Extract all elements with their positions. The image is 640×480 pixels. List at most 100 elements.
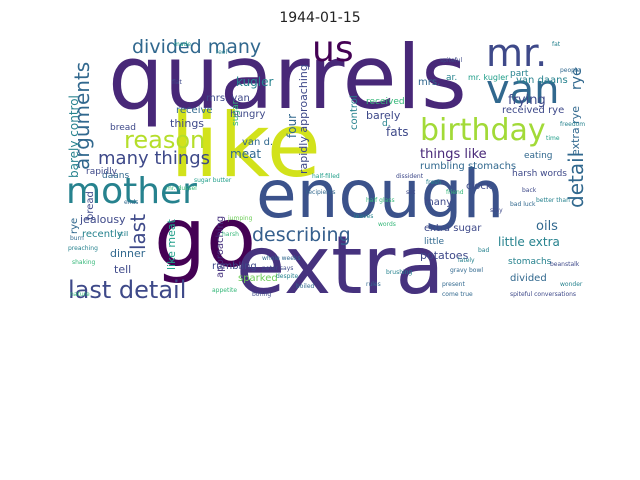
word-ends: ends [124,199,139,206]
word-divided-many: divided many [132,38,262,58]
word-van: van [486,67,560,113]
word-half-glass: half glass [366,197,395,204]
word-birthday: birthday [420,113,546,148]
word-mrs: mrs. [418,77,441,88]
word-many-things: many things [98,148,211,169]
word-part: part [510,69,529,79]
word-sugar-butter: sugar butter [194,177,232,184]
word-rapidly-approaching: rapidly approaching [297,64,310,174]
word-rumbling: rumbling [212,261,257,272]
word-extra-rye: extra rye [569,106,582,156]
word-extra-sugar: extra sugar [424,223,482,234]
word-gravy-bowl: gravy bowl [450,267,484,274]
word-many: many [424,197,453,208]
word-fresh: fresh [426,179,442,186]
word-jealousy: jealousy [80,213,126,226]
word-van-daans: van daans [516,75,568,86]
word-bad-luck: bad luck [510,201,536,208]
word-things-like: things like [420,147,487,162]
word-hungry: hungry [230,109,266,120]
word-stomachs: stomachs [508,257,552,267]
word-divided: divided [510,273,547,284]
word-us: us [312,38,354,70]
word-receive: receive [176,105,213,116]
word-mr-dussel: mr. dussel [166,185,197,192]
word-spiteful: spiteful [440,57,463,64]
word-spiteful-conversations: spiteful conversations [510,291,577,298]
word-stay: stay [490,207,503,214]
word-quarrels: quarrels [108,38,467,129]
word-words: words [378,221,396,228]
word-peter-says: peter says [262,265,294,272]
word-harsh-words: harsh words [512,169,567,179]
word-harsh: harsh [222,231,239,238]
word-describing: describing [252,224,351,246]
word-dissident: dissident [396,173,424,180]
word-potatoes: potatoes [420,249,469,262]
word-bread: bread [110,123,136,133]
word-little: little [424,237,445,247]
chart-title: 1944-01-15 [279,10,361,26]
word-boring: boring [252,291,272,298]
word-mother: mother [66,171,197,212]
word-clock: clock [466,181,492,192]
word-tell: tell [114,263,132,276]
word-made: made [174,41,192,48]
word-extra: extra [236,219,445,301]
word-leaves: leaves [354,213,374,220]
word-whole-weeks: whole weeks [262,255,301,262]
word-wonder: wonder [560,281,583,288]
word-jumping: jumping [228,215,253,222]
word-barely-control: barely control [67,95,81,178]
word-d: d. [382,119,391,129]
word-present: present [442,281,465,288]
word-people: people [560,67,581,74]
word-like-meat: like meat [165,219,178,270]
word-mr: mr. [486,38,548,75]
word-half-filled: half-filled [312,173,340,180]
word-ar: ar. [446,73,458,83]
word-control: control [349,95,360,130]
word-eating: eating [524,151,553,161]
word-cloud: quarrels like enough go extra mother us … [66,38,590,300]
word-mr-kugler: mr. kugler [468,73,509,82]
word-still: still [118,231,129,238]
word-enough: enough [256,156,505,233]
word-received-rye: received rye [502,105,565,116]
word-better-than: better than [536,197,570,204]
word-set: set [406,189,416,196]
word-come-true: come true [442,291,473,298]
word-rapidly: rapidly [86,167,117,177]
word-fats: fats [386,125,409,139]
word-little-extra: little extra [498,235,560,249]
word-back: back [522,187,537,194]
word-mrs-van: mrs. van [206,93,250,104]
word-beanstalk: beanstalk [550,261,580,268]
word-despite: despite [276,273,299,280]
word-four: four [285,113,299,138]
word-preaching: preaching [68,245,98,252]
word-like: like [170,94,321,197]
word-boiled: boiled [296,283,315,290]
word-go: go [154,191,257,286]
word-recently: recently [82,229,123,240]
word-shaking: shaking [72,259,96,266]
word-van-d: van d. [242,137,274,148]
word-freedom: freedom [560,121,586,128]
word-last-detail: last detail [68,276,187,300]
word-nature: nature [70,291,90,298]
word-rumbling-stomachs: rumbling stomachs [420,161,517,172]
word-burn: burn [70,235,84,242]
word-recipients: recipients [306,189,336,196]
word-brushing: brushing [386,269,413,276]
word-bad: bad [478,247,490,254]
word-oils: oils [536,219,558,234]
word-kugler: kugler [236,75,274,89]
word-things: things [170,117,205,130]
word-fat: fat [552,41,561,48]
word-sparked: sparked [238,273,278,284]
word-time: time [546,135,560,142]
word-barely: barely [366,109,401,122]
word-received: received [366,97,405,107]
word-last: last [126,213,150,250]
